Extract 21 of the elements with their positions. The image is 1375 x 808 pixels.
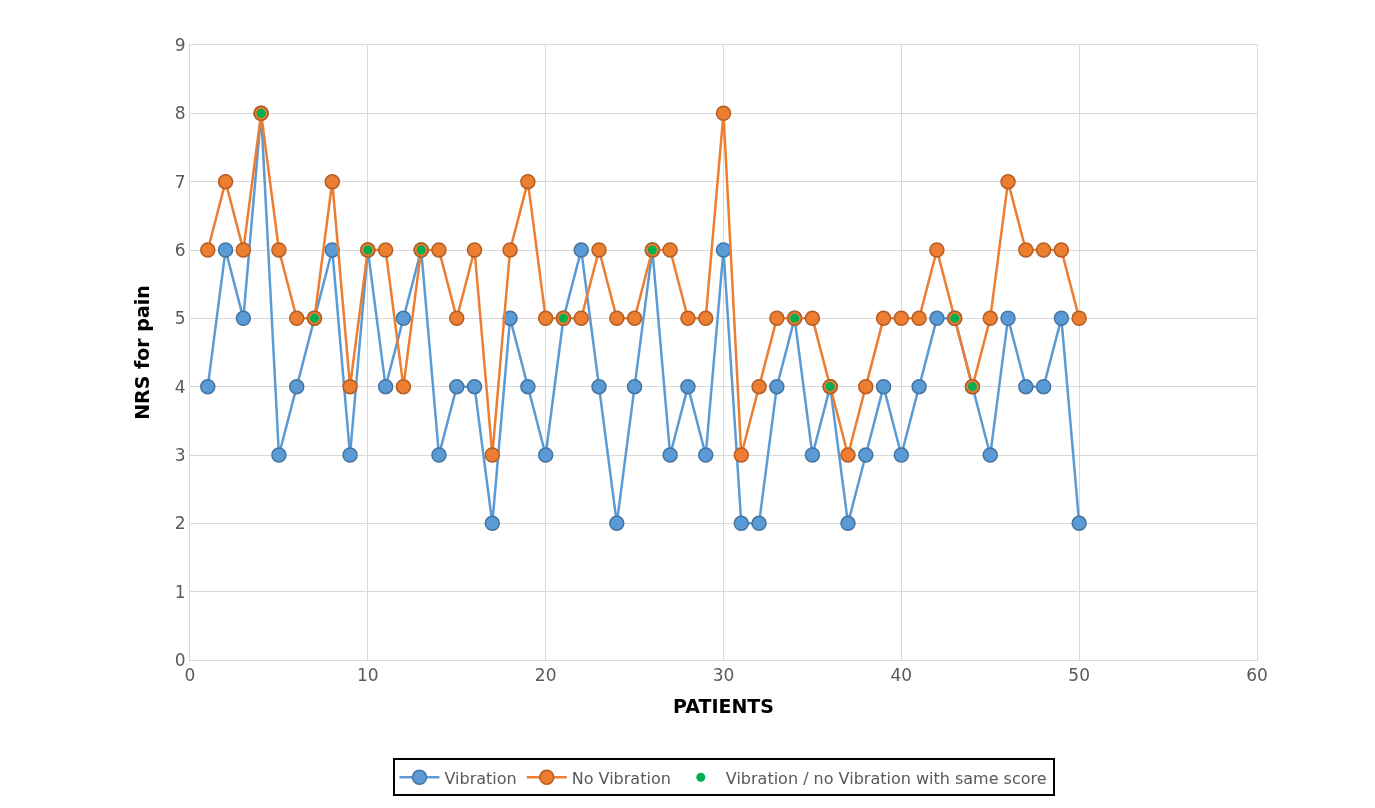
x-axis-title: PATIENTS bbox=[673, 695, 774, 718]
y-tick-label: 7 bbox=[174, 171, 186, 192]
y-tick-label: 5 bbox=[174, 308, 186, 329]
y-tick-label: 2 bbox=[174, 513, 186, 534]
x-tick-label: 10 bbox=[357, 665, 379, 686]
y-tick-label: 8 bbox=[174, 103, 186, 124]
x-tick-label: 50 bbox=[1068, 665, 1090, 686]
legend-label: No Vibration bbox=[571, 768, 671, 788]
y-tick-label: 0 bbox=[174, 649, 186, 670]
y-axis-title: NRS for pain bbox=[130, 285, 153, 420]
x-tick-label: 60 bbox=[1246, 665, 1268, 686]
y-tick-label: 1 bbox=[174, 581, 186, 602]
x-tick-label: 20 bbox=[534, 665, 557, 686]
y-tick-label: 6 bbox=[174, 239, 186, 260]
y-tick-label: 9 bbox=[174, 34, 186, 55]
legend-label: Vibration bbox=[444, 768, 517, 788]
y-tick-label: 3 bbox=[174, 444, 186, 465]
y-tick-label: 4 bbox=[174, 376, 186, 397]
legend-label: Vibration / no Vibration with same score bbox=[725, 768, 1047, 788]
x-tick-label: 30 bbox=[712, 665, 735, 686]
x-tick-label: 40 bbox=[890, 665, 913, 686]
